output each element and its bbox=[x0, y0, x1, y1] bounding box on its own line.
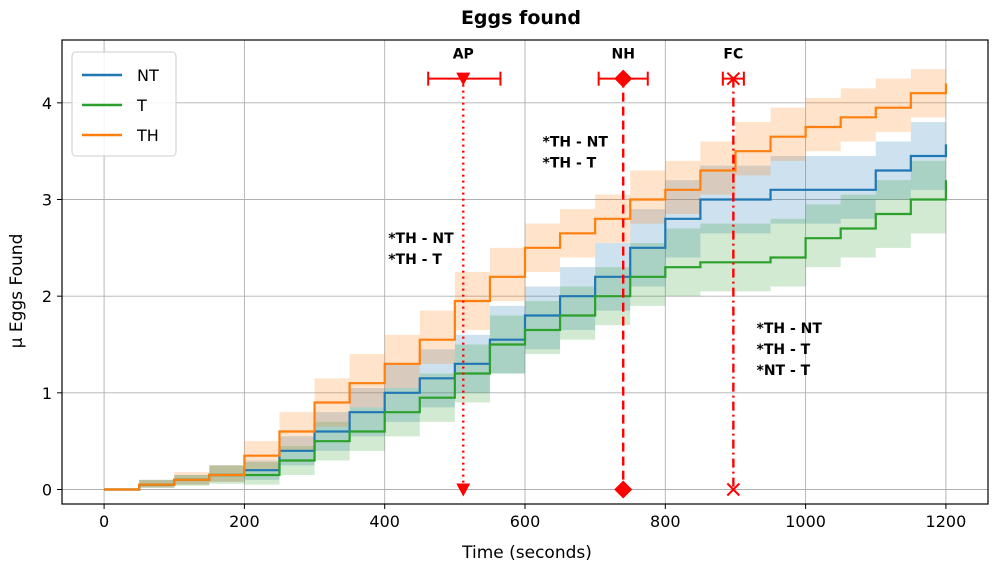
y-tick-label: 2 bbox=[42, 287, 52, 306]
line-t bbox=[104, 180, 948, 491]
y-tick-label: 1 bbox=[42, 384, 52, 403]
legend-label-nt: NT bbox=[137, 66, 159, 85]
line-th bbox=[104, 83, 948, 491]
x-tick-label: 800 bbox=[650, 512, 681, 531]
y-tick-label: 0 bbox=[42, 481, 52, 500]
marker-symbol-fc-bottom bbox=[726, 482, 741, 497]
marker-label-nh: NH bbox=[611, 47, 634, 63]
marker-symbol-ap-top bbox=[456, 72, 471, 86]
x-tick-label: 1000 bbox=[785, 512, 826, 531]
x-tick-label: 1200 bbox=[926, 512, 967, 531]
x-tick-label: 600 bbox=[510, 512, 541, 531]
chart-title: Eggs found bbox=[461, 7, 581, 29]
significance-annotation: *TH - NT bbox=[543, 134, 609, 150]
marker-symbol-fc-top bbox=[726, 71, 741, 86]
event-markers: AP NH FC bbox=[427, 47, 745, 499]
marker-symbol-nh-top bbox=[614, 69, 633, 88]
x-axis-label: Time (seconds) bbox=[461, 543, 592, 563]
significance-annotation: *TH - T bbox=[388, 252, 442, 268]
marker-symbol-nh-bottom bbox=[614, 480, 633, 499]
legend: NT T TH bbox=[71, 51, 177, 157]
significance-annotations: *TH - NT *TH - T *TH - NT *TH - T *TH - NT *T… bbox=[388, 134, 822, 379]
x-tick-label: 400 bbox=[369, 512, 400, 531]
legend-label-th: TH bbox=[136, 126, 159, 145]
x-tick-label: 0 bbox=[99, 512, 109, 531]
legend-label-t: T bbox=[136, 96, 147, 115]
y-tick-label: 4 bbox=[42, 94, 52, 113]
y-axis-ticks: 0 1 2 3 4 bbox=[42, 94, 62, 500]
x-axis-ticks: 0 200 400 600 800 1000 1200 bbox=[99, 504, 966, 531]
marker-label-ap: AP bbox=[453, 47, 474, 63]
marker-symbol-ap-bottom bbox=[456, 483, 471, 497]
significance-annotation: *TH - T bbox=[543, 155, 597, 171]
significance-annotation: *NT - T bbox=[757, 363, 811, 379]
significance-annotation: *TH - NT bbox=[388, 231, 454, 247]
significance-annotation: *TH - T bbox=[757, 342, 811, 358]
band-nt bbox=[104, 107, 946, 490]
legend-box bbox=[71, 51, 177, 157]
x-tick-label: 200 bbox=[229, 512, 260, 531]
significance-annotation: *TH - NT bbox=[757, 321, 823, 337]
series-lines bbox=[104, 83, 948, 491]
y-tick-label: 3 bbox=[42, 191, 52, 210]
y-axis-label: μ Eggs Found bbox=[7, 234, 27, 349]
marker-label-fc: FC bbox=[723, 47, 743, 63]
